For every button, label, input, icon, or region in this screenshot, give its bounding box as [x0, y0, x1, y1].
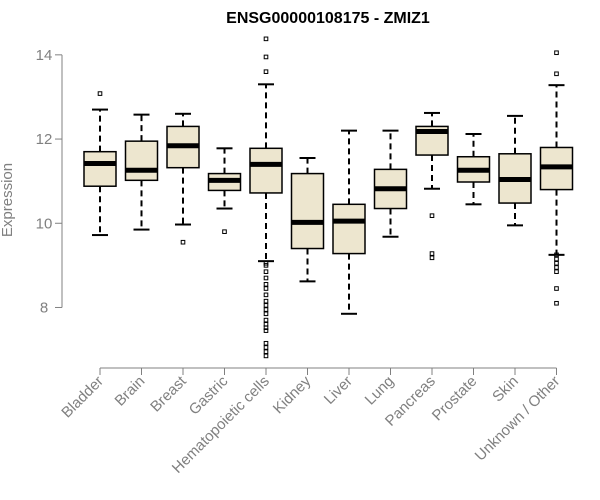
outlier-point	[429, 251, 435, 256]
box-bladder	[83, 91, 117, 237]
box-iqr	[83, 150, 117, 187]
outlier-point	[97, 91, 103, 96]
outlier-point	[263, 69, 269, 74]
outlier-point	[263, 353, 269, 359]
outlier-point	[429, 255, 435, 261]
box-kidney	[290, 157, 325, 283]
x-tick-label: Liver	[321, 373, 356, 408]
x-tick-label: Skin	[489, 373, 522, 406]
y-tick-label: 12	[36, 131, 53, 148]
outlier-point	[263, 286, 269, 291]
box-iqr	[124, 140, 159, 182]
chart-title: ENSG00000108175 - ZMIZ1	[226, 10, 430, 27]
outlier-point	[263, 317, 269, 323]
y-tick-label: 14	[36, 47, 53, 64]
outlier-point	[554, 269, 559, 274]
outlier-point	[263, 292, 269, 298]
outlier-point	[263, 263, 269, 268]
outlier-point	[554, 265, 559, 270]
x-tick-label: Prostate	[429, 373, 481, 425]
box-brain	[124, 113, 159, 231]
outlier-point	[554, 50, 559, 56]
outlier-point	[263, 345, 269, 350]
box-prostate	[456, 133, 491, 206]
box-skin	[498, 114, 532, 227]
outlier-point	[263, 298, 269, 304]
outlier-point	[263, 275, 269, 281]
outlier-point	[554, 286, 559, 291]
outlier-point	[263, 307, 269, 312]
y-axis: 8 10 12 14	[36, 47, 63, 316]
outlier-point	[263, 325, 269, 330]
box-liver	[332, 129, 366, 315]
outlier-point	[554, 252, 559, 258]
box-unknown-other	[539, 50, 574, 306]
outlier-point	[263, 269, 269, 274]
x-tick-label: Lung	[362, 373, 398, 409]
outlier-point	[263, 349, 269, 354]
outlier-point	[263, 303, 269, 308]
outlier-point	[554, 300, 559, 306]
outlier-point	[263, 328, 269, 333]
y-tick-label: 8	[40, 299, 48, 316]
outlier-point	[554, 71, 559, 77]
box-lung	[373, 129, 408, 238]
outlier-point	[263, 340, 269, 346]
outlier-point	[263, 311, 269, 317]
box-breast	[166, 112, 200, 245]
y-axis-label: Expression	[0, 163, 16, 237]
y-tick-label: 10	[36, 215, 53, 232]
outlier-point	[554, 260, 559, 266]
box-hematopoietic-cells	[249, 36, 283, 359]
box-gastric	[207, 147, 242, 234]
box-iqr	[290, 172, 325, 250]
x-tick-label: Bladder	[58, 373, 107, 422]
x-tick-label: Brain	[112, 373, 149, 410]
box-iqr	[249, 147, 283, 194]
box-iqr	[332, 203, 366, 255]
outlier-point	[263, 36, 269, 42]
outlier-point	[554, 256, 559, 262]
outlier-point	[263, 282, 269, 287]
outlier-point	[263, 54, 269, 60]
box-series	[83, 36, 574, 359]
x-tick-label: Breast	[147, 372, 190, 415]
outlier-point	[180, 239, 186, 245]
outlier-point	[222, 229, 227, 234]
outlier-point	[429, 213, 435, 218]
x-tick-label: Kidney	[270, 372, 315, 417]
box-pancreas	[415, 111, 449, 261]
